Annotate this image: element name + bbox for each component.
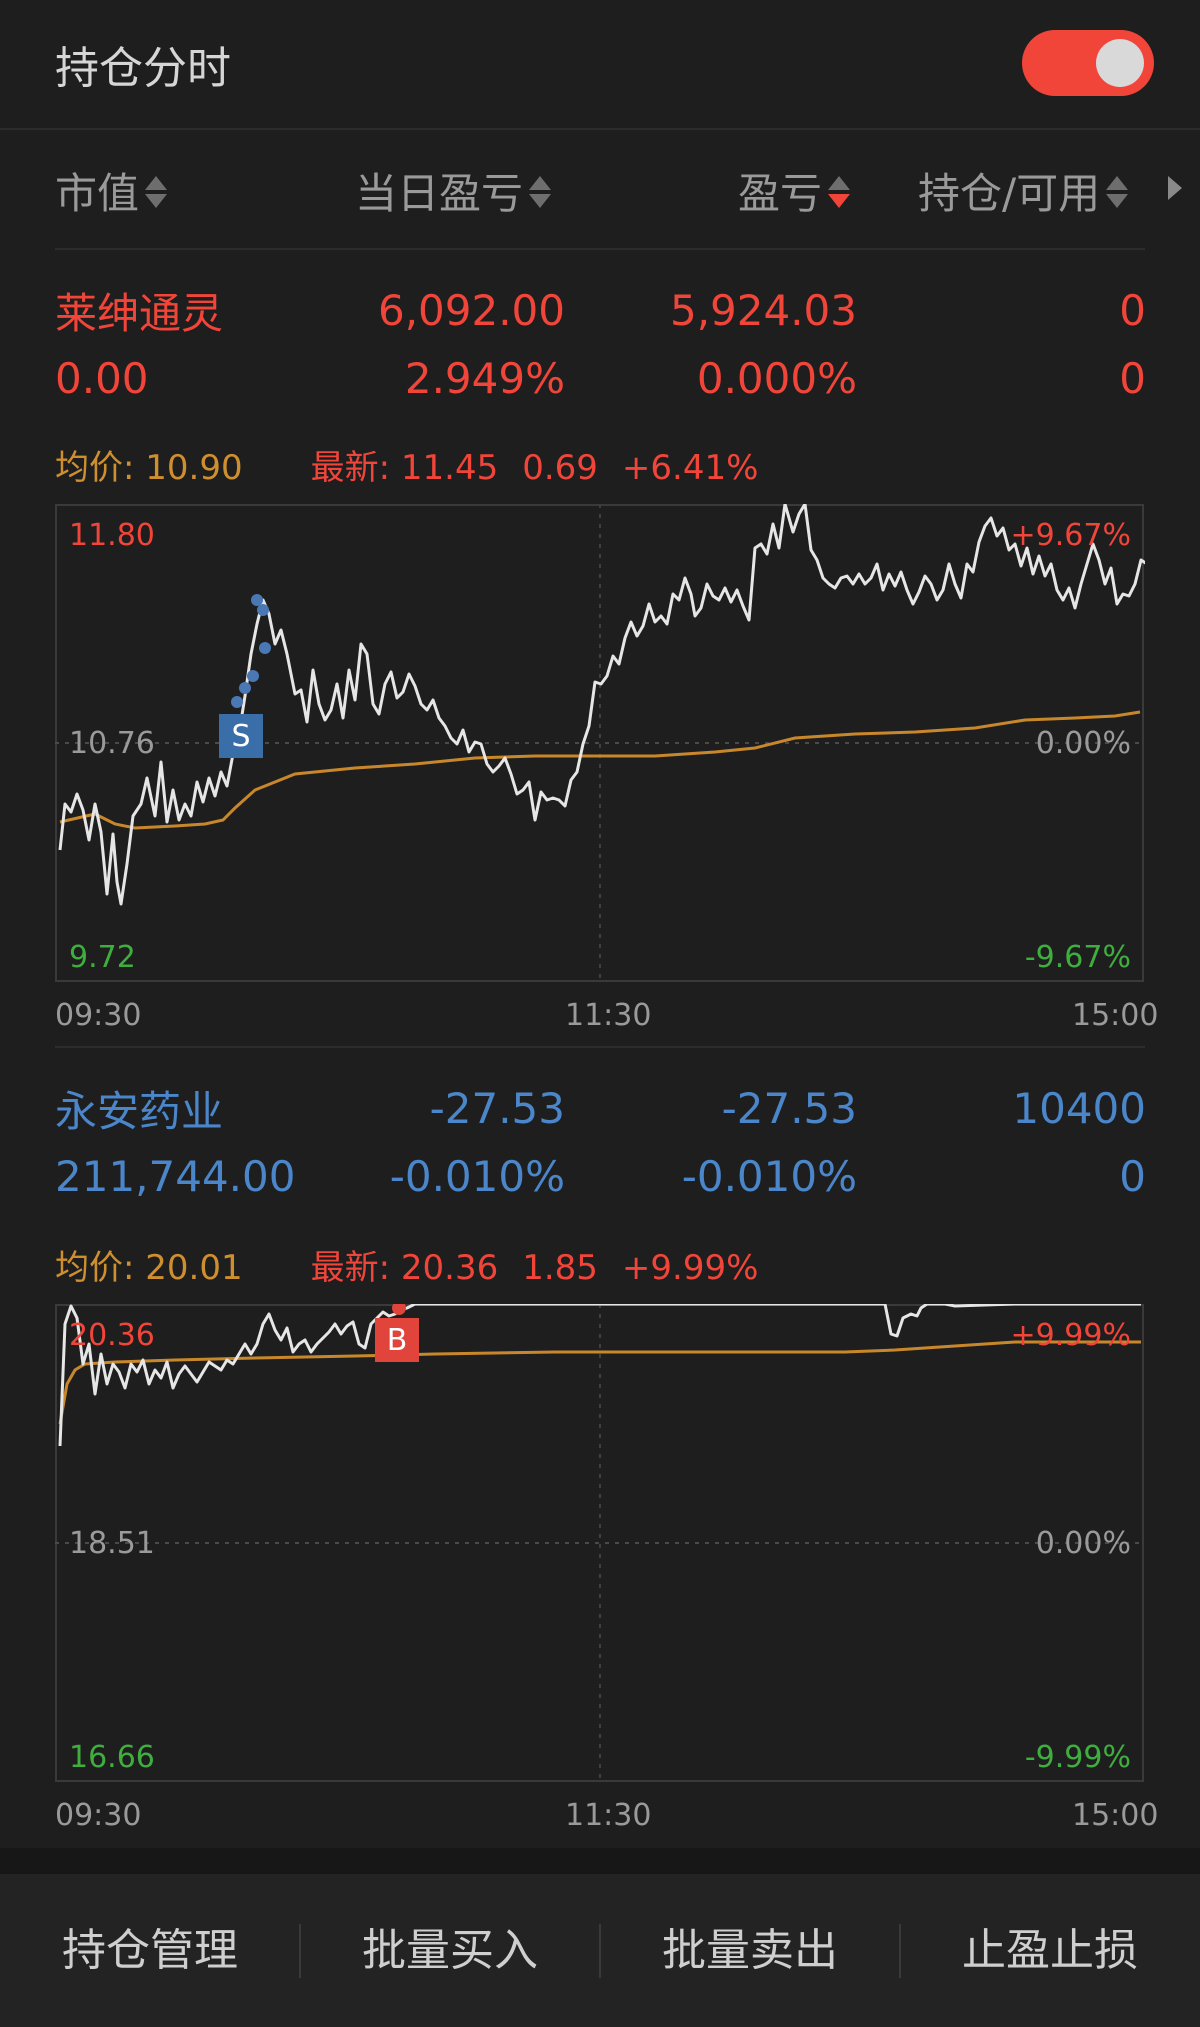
market-value: 0.00 <box>55 354 149 403</box>
col-header-pnl[interactable]: 盈亏 <box>738 160 851 221</box>
time-end: 15:00 <box>1072 998 1159 1033</box>
pnl: 5,924.03 <box>669 286 857 335</box>
sort-icon <box>1106 172 1129 212</box>
chart-svg: B <box>55 1304 1145 1782</box>
pct-mid-label: 0.00% <box>1035 1526 1131 1561</box>
time-start: 09:30 <box>55 998 142 1033</box>
stock-name: 永安药业 <box>55 1087 224 1136</box>
buy-marker-label: B <box>387 1323 408 1358</box>
avg-price: 均价: 20.01 <box>55 1248 243 1288</box>
sell-marker-label: S <box>231 719 250 754</box>
price-change: 1.85 <box>522 1248 598 1288</box>
sort-icon <box>529 172 552 212</box>
time-end: 15:00 <box>1072 1798 1159 1833</box>
intraday-chart-2[interactable]: B 20.36 18.51 16.66 +9.99% 0.00% -9.99% <box>55 1304 1145 1782</box>
sort-icon <box>145 172 168 212</box>
price-info-1: 均价: 10.90 最新: 11.45 0.69 +6.41% <box>55 440 782 489</box>
time-mid: 11:30 <box>565 998 652 1033</box>
col-header-market-value[interactable]: 市值 <box>55 160 168 221</box>
y-low-label: 16.66 <box>69 1740 155 1775</box>
col-header-day-pnl[interactable]: 当日盈亏 <box>355 160 552 221</box>
page-title: 持仓分时 <box>55 43 231 94</box>
bar-separator <box>899 1924 901 1978</box>
time-mid: 11:30 <box>565 1798 652 1833</box>
available: 0 <box>1119 1152 1146 1201</box>
scroll-right-icon[interactable] <box>1168 176 1182 200</box>
day-pnl: 6,092.00 <box>377 286 565 335</box>
col-label: 当日盈亏 <box>355 169 524 218</box>
latest-price: 最新: 11.45 <box>310 448 499 488</box>
section-gap <box>0 1848 1200 1874</box>
col-label: 盈亏 <box>738 169 823 218</box>
position-chart-toggle[interactable] <box>1022 30 1154 96</box>
price-change: 0.69 <box>522 448 598 488</box>
take-profit-stop-loss-button[interactable]: 止盈止损 <box>962 1925 1138 1976</box>
buy-marker[interactable] <box>375 1318 419 1362</box>
pct-mid-label: 0.00% <box>1035 726 1131 761</box>
pct-low-label: -9.99% <box>1024 1740 1131 1775</box>
header-divider <box>55 248 1145 250</box>
bar-separator <box>299 1924 301 1978</box>
day-pnl-pct: -0.010% <box>389 1152 565 1201</box>
day-pnl: -27.53 <box>429 1084 565 1133</box>
pct-high-label: +9.67% <box>1010 518 1131 553</box>
col-header-position[interactable]: 持仓/可用 <box>918 160 1129 221</box>
day-pnl-pct: 2.949% <box>404 354 565 403</box>
pnl-pct: -0.010% <box>681 1152 857 1201</box>
top-bar: 持仓分时 <box>0 0 1200 130</box>
stock-name: 莱绅通灵 <box>55 289 224 338</box>
intraday-chart-1[interactable]: S 11.80 10.76 9.72 +9.67% 0.00% -9.67% <box>55 504 1145 982</box>
pnl: -27.53 <box>721 1084 857 1133</box>
y-high-label: 20.36 <box>69 1318 155 1353</box>
available: 0 <box>1119 354 1146 403</box>
row-divider <box>55 1046 1145 1048</box>
col-label: 持仓/可用 <box>918 169 1101 218</box>
position: 0 <box>1119 286 1146 335</box>
y-high-label: 11.80 <box>69 518 155 553</box>
y-low-label: 9.72 <box>69 940 136 975</box>
position: 10400 <box>1012 1084 1146 1133</box>
sort-desc-icon <box>828 172 851 212</box>
buy-trade-dot <box>392 1304 406 1315</box>
pct-high-label: +9.99% <box>1010 1318 1131 1353</box>
price-line <box>58 504 1145 906</box>
price-info-2: 均价: 20.01 最新: 20.36 1.85 +9.99% <box>55 1240 782 1289</box>
time-start: 09:30 <box>55 1798 142 1833</box>
position-management-button[interactable]: 持仓管理 <box>62 1925 238 1976</box>
s-trade-markers <box>231 594 271 708</box>
market-value: 211,744.00 <box>55 1152 296 1201</box>
toggle-knob <box>1096 39 1144 87</box>
y-mid-label: 10.76 <box>69 726 155 761</box>
latest-price: 最新: 20.36 <box>310 1248 499 1288</box>
avg-price: 均价: 10.90 <box>55 448 243 488</box>
price-change-pct: +6.41% <box>621 448 759 488</box>
bottom-action-bar: 持仓管理 批量买入 批量卖出 止盈止损 <box>0 1874 1200 2027</box>
batch-buy-button[interactable]: 批量买入 <box>362 1925 538 1976</box>
bar-separator <box>599 1924 601 1978</box>
sell-marker[interactable] <box>219 714 263 758</box>
batch-sell-button[interactable]: 批量卖出 <box>662 1925 838 1976</box>
price-change-pct: +9.99% <box>621 1248 759 1288</box>
price-line <box>58 1304 1141 1447</box>
y-mid-label: 18.51 <box>69 1526 155 1561</box>
pnl-pct: 0.000% <box>696 354 857 403</box>
col-label: 市值 <box>55 169 140 218</box>
pct-low-label: -9.67% <box>1024 940 1131 975</box>
chart-svg: S <box>55 504 1145 982</box>
